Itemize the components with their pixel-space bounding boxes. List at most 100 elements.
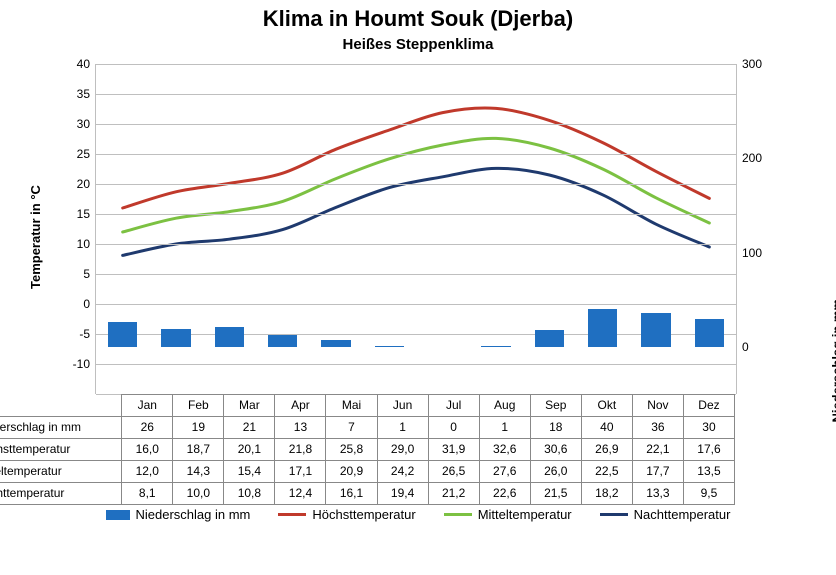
- gridline: [96, 304, 736, 305]
- table-cell: 13,5: [683, 460, 734, 482]
- table-row-header: [0, 395, 122, 417]
- table-cell: 22,1: [632, 438, 683, 460]
- table-cell: 20,9: [326, 460, 377, 482]
- table-cell: 9,5: [683, 482, 734, 504]
- gridline: [96, 274, 736, 275]
- table-cell: Mai: [326, 395, 377, 417]
- data-table: JanFebMarAprMaiJunJulAugSepOktNovDezNied…: [0, 394, 735, 505]
- table-cell: Feb: [173, 395, 224, 417]
- table-row-header: Höchsttemperatur: [0, 438, 122, 460]
- night-line: [123, 168, 710, 255]
- table-cell: 13,3: [632, 482, 683, 504]
- precip-bar: [588, 309, 617, 347]
- table-cell: 16,0: [122, 438, 173, 460]
- table-cell: 32,6: [479, 438, 530, 460]
- table-cell: 12,4: [275, 482, 326, 504]
- table-cell: 16,1: [326, 482, 377, 504]
- table-cell: 22,6: [479, 482, 530, 504]
- gridline: [96, 64, 736, 65]
- table-cell: 10,0: [173, 482, 224, 504]
- table-cell: 26,0: [530, 460, 581, 482]
- table-cell: 15,4: [224, 460, 275, 482]
- gridline: [96, 214, 736, 215]
- table-cell: 19: [173, 416, 224, 438]
- precip-bar: [481, 346, 510, 347]
- table-cell: Okt: [581, 395, 632, 417]
- table-cell: 1: [377, 416, 428, 438]
- table-cell: 22,5: [581, 460, 632, 482]
- y2-tick: 100: [736, 246, 762, 260]
- table-cell: 7: [326, 416, 377, 438]
- y2-axis-label: Niederschlag in mm: [830, 299, 836, 423]
- y2-tick: 300: [736, 57, 762, 71]
- table-cell: 30,6: [530, 438, 581, 460]
- table-row-header: Nachttemperatur: [0, 482, 122, 504]
- table-cell: Jul: [428, 395, 479, 417]
- legend-swatch-bar: [106, 510, 130, 520]
- legend: Niederschlag in mmHöchsttemperaturMittel…: [0, 507, 836, 522]
- chart-subtitle: Heißes Steppenklima: [0, 36, 836, 53]
- table-cell: 14,3: [173, 460, 224, 482]
- y-tick: -5: [79, 327, 96, 341]
- legend-item: Mitteltemperatur: [444, 507, 572, 522]
- table-cell: 21,2: [428, 482, 479, 504]
- table-cell: 18,7: [173, 438, 224, 460]
- table-cell: 17,1: [275, 460, 326, 482]
- legend-swatch-line: [600, 513, 628, 516]
- gridline: [96, 334, 736, 335]
- table-cell: 21: [224, 416, 275, 438]
- table-cell: Nov: [632, 395, 683, 417]
- legend-item: Niederschlag in mm: [106, 507, 251, 522]
- legend-item: Nachttemperatur: [600, 507, 731, 522]
- legend-label: Niederschlag in mm: [136, 507, 251, 522]
- precip-bar: [215, 327, 244, 347]
- precip-bar: [321, 340, 350, 347]
- table-cell: 20,1: [224, 438, 275, 460]
- table-row-months: JanFebMarAprMaiJunJulAugSepOktNovDez: [0, 395, 735, 417]
- y-tick: 35: [77, 87, 96, 101]
- table-cell: Dez: [683, 395, 734, 417]
- precip-bar: [641, 313, 670, 347]
- table-cell: 29,0: [377, 438, 428, 460]
- high-line: [123, 108, 710, 208]
- legend-swatch-line: [444, 513, 472, 516]
- y-tick: 20: [77, 177, 96, 191]
- gridline: [96, 124, 736, 125]
- y-tick: 30: [77, 117, 96, 131]
- table-cell: 26,5: [428, 460, 479, 482]
- gridline: [96, 364, 736, 365]
- table-row: Höchsttemperatur16,018,720,121,825,829,0…: [0, 438, 735, 460]
- precip-bar: [161, 329, 190, 347]
- table-cell: 8,1: [122, 482, 173, 504]
- table-cell: 21,8: [275, 438, 326, 460]
- gridline: [96, 94, 736, 95]
- gridline: [96, 244, 736, 245]
- table-cell: 36: [632, 416, 683, 438]
- table-cell: 12,0: [122, 460, 173, 482]
- y2-tick: 0: [736, 340, 749, 354]
- table-cell: 13: [275, 416, 326, 438]
- gridline: [96, 184, 736, 185]
- gridline: [96, 154, 736, 155]
- precip-bar: [268, 335, 297, 347]
- table-cell: 10,8: [224, 482, 275, 504]
- y-axis-label: Temperatur in °C: [28, 185, 43, 289]
- climate-chart: Klima in Houmt Souk (Djerba) Heißes Step…: [0, 0, 836, 575]
- table-cell: Aug: [479, 395, 530, 417]
- table-cell: 25,8: [326, 438, 377, 460]
- y-tick: 25: [77, 147, 96, 161]
- table-cell: 40: [581, 416, 632, 438]
- table-cell: 21,5: [530, 482, 581, 504]
- table-cell: 30: [683, 416, 734, 438]
- table-cell: Apr: [275, 395, 326, 417]
- table-cell: Jan: [122, 395, 173, 417]
- plot-area: -10-505101520253035400100200300: [95, 64, 737, 394]
- table-row: Nachttemperatur8,110,010,812,416,119,421…: [0, 482, 735, 504]
- table-cell: 19,4: [377, 482, 428, 504]
- legend-label: Mitteltemperatur: [478, 507, 572, 522]
- legend-label: Nachttemperatur: [634, 507, 731, 522]
- table-cell: 18,2: [581, 482, 632, 504]
- y-tick: 10: [77, 237, 96, 251]
- line-series-svg: [96, 64, 736, 394]
- table-cell: 17,6: [683, 438, 734, 460]
